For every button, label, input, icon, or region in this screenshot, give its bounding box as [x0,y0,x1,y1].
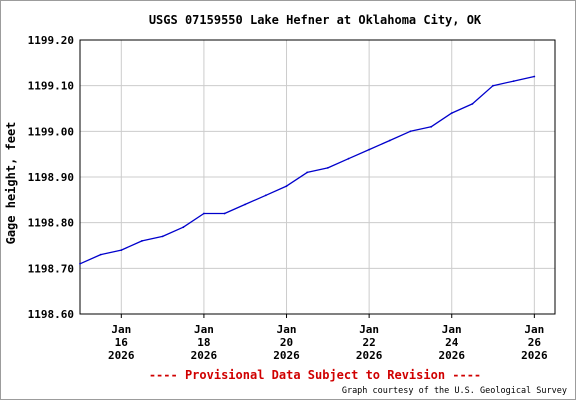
data-point [285,185,288,188]
x-tick-day: 18 [197,336,210,349]
x-tick-year: 2026 [273,349,300,362]
data-point [450,112,453,114]
data-point [141,240,143,242]
data-point [223,212,226,215]
x-tick-month: Jan [194,323,214,336]
x-tick-month: Jan [442,323,462,336]
provisional-notice: ---- Provisional Data Subject to Revisio… [149,368,481,382]
data-point [368,148,370,151]
x-tick-year: 2026 [438,349,465,362]
y-tick-label: 1199.00 [28,125,74,138]
x-tick-month: Jan [111,323,131,336]
grid [80,40,555,314]
data-point [99,253,102,256]
chart-title: USGS 07159550 Lake Hefner at Oklahoma Ci… [149,13,482,27]
x-axis: Jan162026Jan182026Jan202026Jan222026Jan2… [108,314,548,362]
data-point [347,157,350,160]
x-tick-year: 2026 [521,349,548,362]
y-axis: 1199.20 1199.10 1199.00 1198.90 1198.80 1198.… [28,34,74,321]
y-tick-label: 1198.70 [28,262,74,275]
credit-text: Graph courtesy of the U.S. Geological Su… [342,386,567,396]
data-point [512,80,515,82]
y-axis-label: Gage height, feet [4,122,18,245]
x-tick-month: Jan [359,323,379,336]
data-point [203,212,205,215]
data-point [244,203,247,206]
data-point [492,84,494,87]
x-tick-year: 2026 [108,349,135,362]
data-point [79,262,81,265]
y-tick-label: 1198.60 [28,308,74,321]
series-layer [79,75,536,265]
x-tick-day: 20 [280,336,293,349]
x-tick-month: Jan [524,323,544,336]
series-line [79,75,535,265]
data-point [471,103,474,105]
x-tick-day: 16 [115,336,129,349]
y-tick-label: 1198.90 [28,171,74,184]
data-point [182,226,185,229]
x-tick-month: Jan [277,323,297,336]
data-point [430,125,432,128]
x-tick-day: 26 [528,336,542,349]
data-point [120,249,123,252]
y-tick-label: 1199.10 [28,80,74,93]
x-tick-year: 2026 [191,349,218,362]
data-point [533,75,536,78]
data-point [161,235,164,238]
data-point [265,194,267,197]
x-tick-day: 24 [445,336,459,349]
x-tick-year: 2026 [356,349,383,362]
plot-area [79,39,556,315]
data-point [306,171,309,174]
y-tick-label: 1199.20 [28,34,74,47]
data-point [326,167,329,169]
data-point [388,139,391,142]
y-tick-label: 1198.80 [28,217,74,230]
x-tick-day: 22 [363,336,376,349]
data-point [409,130,412,133]
